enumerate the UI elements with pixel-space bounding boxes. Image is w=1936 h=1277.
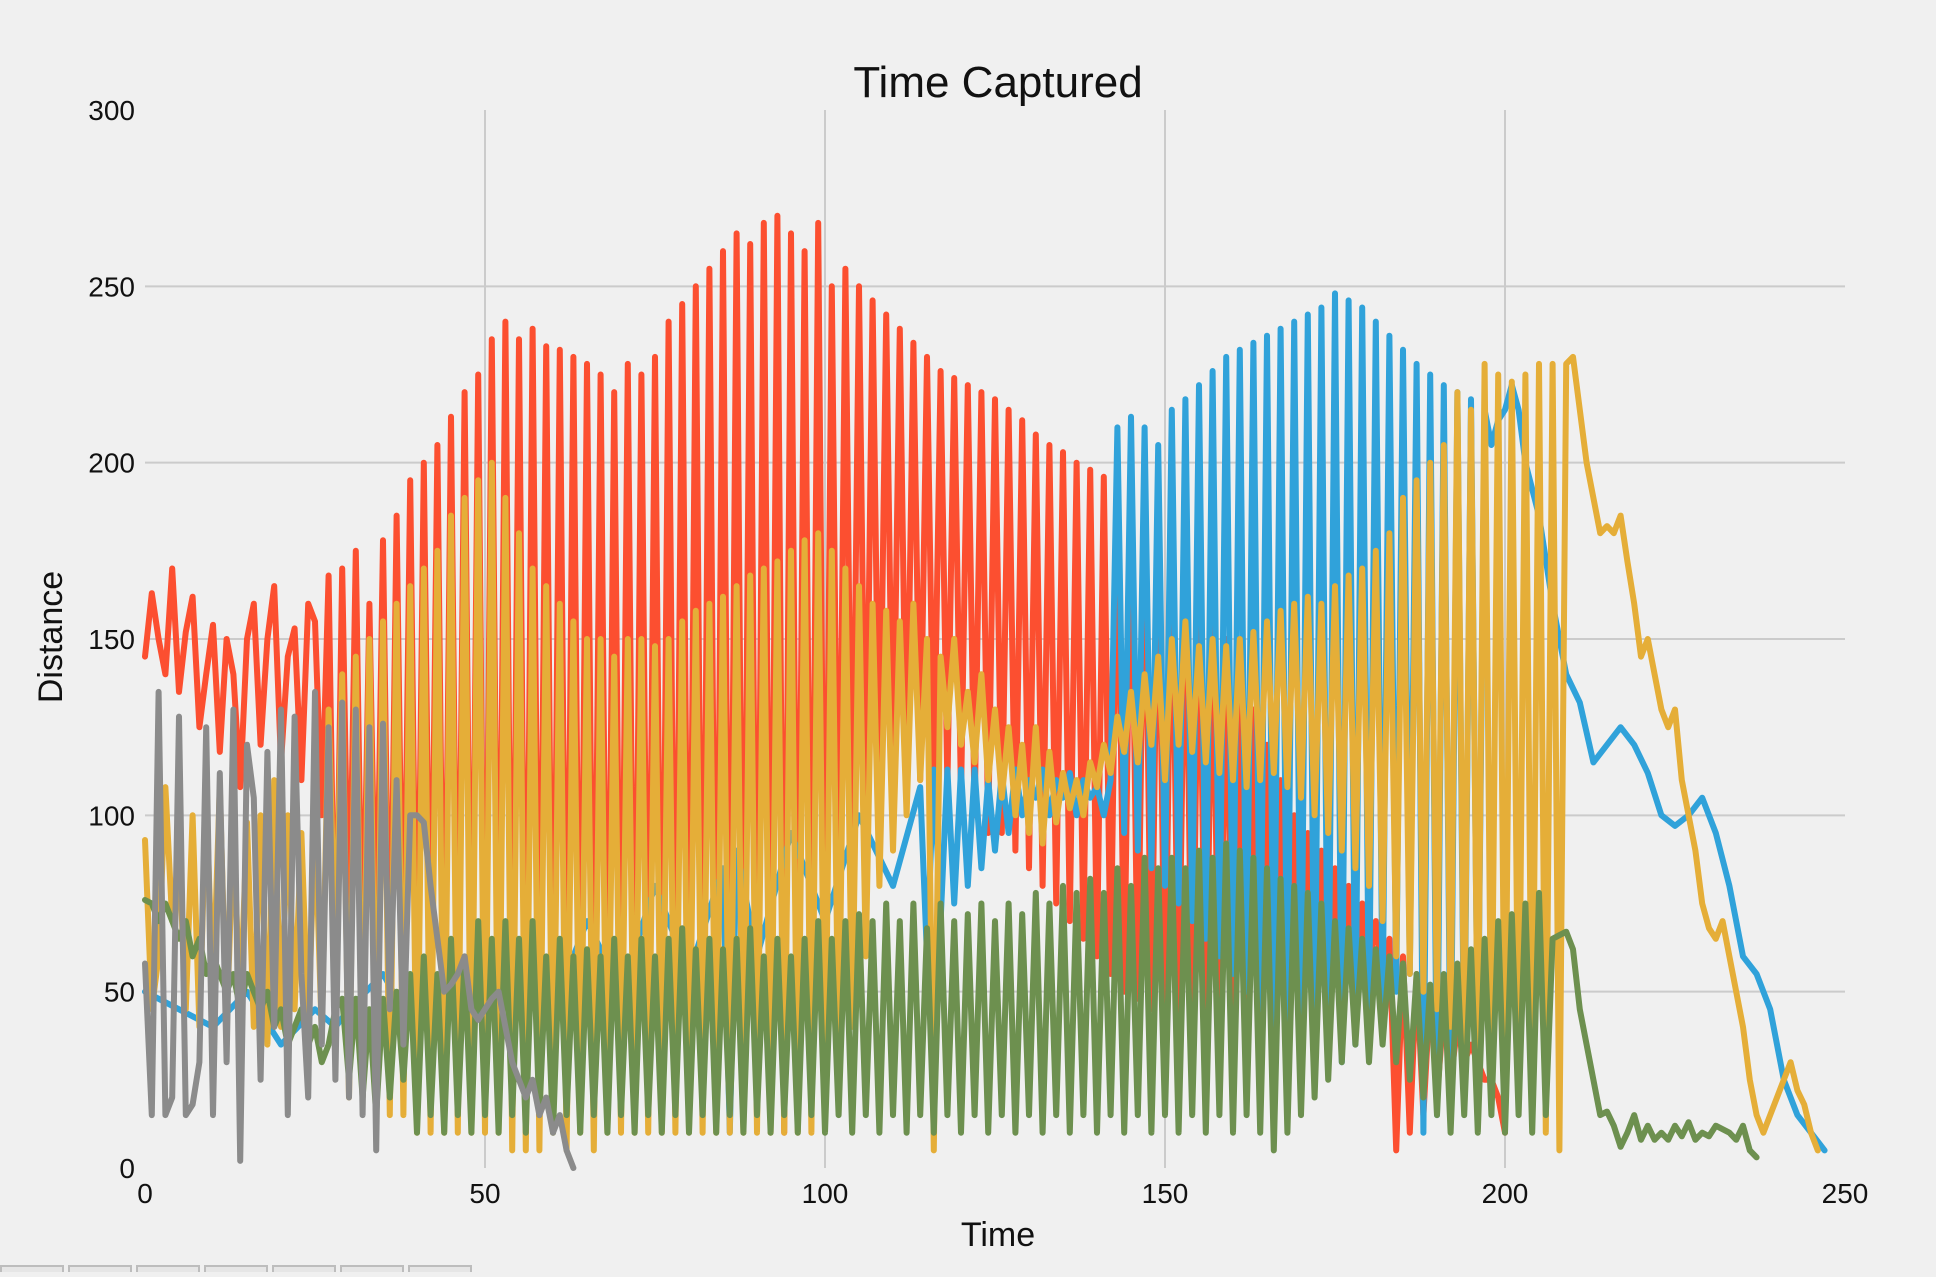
series-lines bbox=[142, 212, 1828, 1171]
x-tick-label: 250 bbox=[1822, 1178, 1869, 1209]
y-tick-label: 200 bbox=[88, 448, 135, 479]
tab[interactable] bbox=[136, 1265, 200, 1272]
series-line-3 bbox=[142, 353, 1821, 1154]
y-tick-label: 100 bbox=[88, 800, 135, 831]
tab[interactable] bbox=[408, 1265, 472, 1272]
x-tick-label: 100 bbox=[802, 1178, 849, 1209]
x-tick-label: 0 bbox=[137, 1178, 153, 1209]
chart-title: Time Captured bbox=[853, 58, 1142, 107]
tab[interactable] bbox=[272, 1265, 336, 1272]
tick-labels: 0 50 100 150 200 250 0 50 100 150 200 250 300 bbox=[88, 95, 1868, 1209]
y-tick-label: 300 bbox=[88, 95, 135, 126]
tab[interactable] bbox=[340, 1265, 404, 1272]
x-tick-label: 150 bbox=[1142, 1178, 1189, 1209]
y-tick-label: 150 bbox=[88, 624, 135, 655]
y-tick-label: 250 bbox=[88, 271, 135, 302]
y-tick-label: 0 bbox=[119, 1153, 135, 1184]
tab[interactable] bbox=[0, 1265, 64, 1272]
x-axis-label: Time bbox=[961, 1216, 1035, 1254]
series-line-5 bbox=[142, 688, 577, 1171]
y-tick-label: 50 bbox=[104, 977, 135, 1008]
x-tick-label: 200 bbox=[1482, 1178, 1529, 1209]
tab[interactable] bbox=[204, 1265, 268, 1272]
bottom-tab-strip bbox=[0, 1265, 476, 1272]
y-axis-label: Distance bbox=[32, 571, 70, 703]
series-line-4 bbox=[142, 840, 1760, 1161]
x-tick-label: 50 bbox=[469, 1178, 500, 1209]
tab[interactable] bbox=[68, 1265, 132, 1272]
